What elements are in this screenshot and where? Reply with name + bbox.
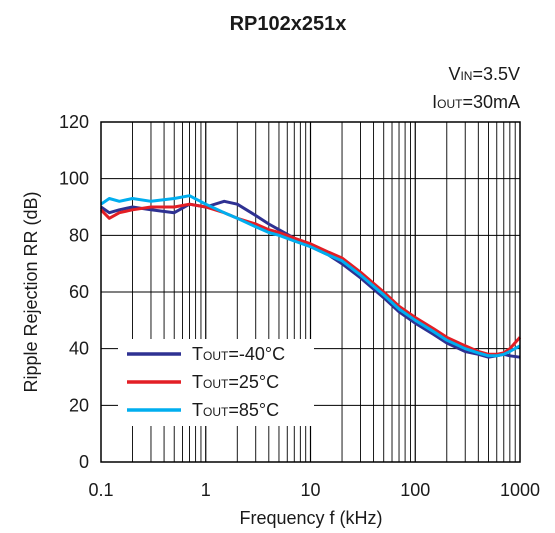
condition-vin-rest: =3.5V [472, 64, 520, 84]
y-tick-label: 40 [69, 339, 89, 359]
y-axis-label: Ripple Rejection RR (dB) [21, 191, 41, 392]
chart-title: RP102x251x [230, 13, 347, 35]
x-tick-label: 10 [300, 480, 320, 500]
legend-label-1: TOUT=-40°C [192, 344, 285, 364]
condition-vin: VIN=3.5V [448, 64, 520, 84]
condition-vin-sub: IN [460, 69, 472, 83]
x-tick-label: 1000 [500, 480, 540, 500]
y-tick-label: 100 [59, 169, 89, 189]
x-tick-label: 100 [400, 480, 430, 500]
x-axis-label: Frequency f (kHz) [239, 508, 382, 528]
x-tick-label: 1 [201, 480, 211, 500]
condition-vin-main: V [448, 64, 460, 84]
condition-iout-main: I [432, 92, 437, 112]
legend: TOUT=-40°C TOUT=25°C TOUT=85°C [118, 339, 314, 426]
series-line-3 [100, 194, 521, 358]
condition-iout-rest: =30mA [462, 92, 520, 112]
y-tick-label: 80 [69, 225, 89, 245]
y-tick-label: 20 [69, 395, 89, 415]
legend-label-3: TOUT=85°C [192, 400, 279, 420]
x-tick-label: 0.1 [88, 480, 113, 500]
tick-labels: 0.1 1 10 100 1000 0 20 40 60 80 100 120 [59, 112, 540, 500]
condition-iout-sub: OUT [437, 97, 463, 111]
condition-iout: IOUT=30mA [432, 92, 520, 112]
legend-label-2: TOUT=25°C [192, 372, 279, 392]
y-tick-label: 60 [69, 282, 89, 302]
y-tick-label: 120 [59, 112, 89, 132]
data-series [99, 194, 522, 359]
plot-frame [100, 121, 521, 463]
y-tick-label: 0 [79, 452, 89, 472]
